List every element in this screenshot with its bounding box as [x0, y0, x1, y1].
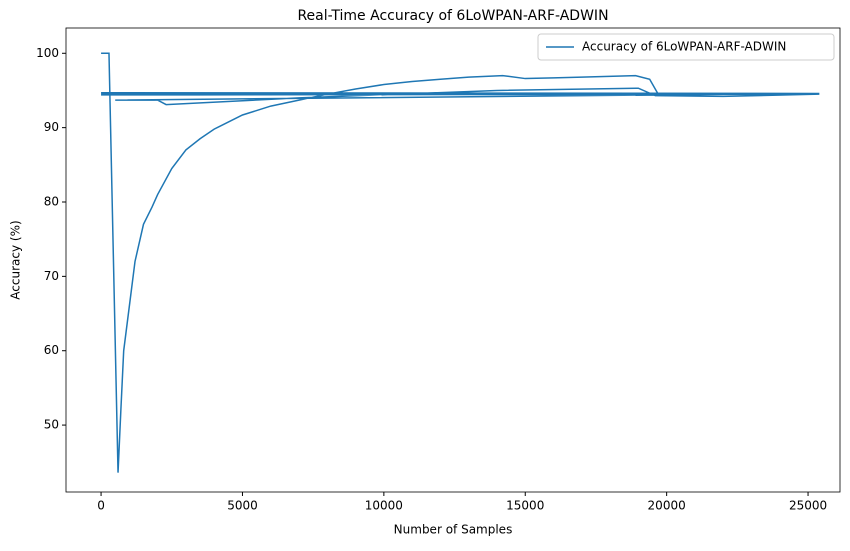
y-tick-label: 90 — [44, 120, 59, 134]
x-axis-label: Number of Samples — [394, 523, 513, 537]
y-tick-label: 70 — [44, 269, 59, 283]
chart-title: Real-Time Accuracy of 6LoWPAN-ARF-ADWIN — [297, 8, 608, 24]
legend-label: Accuracy of 6LoWPAN-ARF-ADWIN — [582, 40, 786, 54]
x-tick-label: 25000 — [789, 499, 827, 513]
legend-box — [537, 33, 835, 61]
y-tick-label: 80 — [44, 195, 59, 209]
y-tick-label: 50 — [44, 418, 59, 432]
data-line — [101, 52, 820, 473]
y-tick-label: 60 — [44, 343, 59, 357]
x-tick-label: 20000 — [648, 499, 686, 513]
y-axis-label: Accuracy (%) — [9, 220, 23, 299]
plot-frame — [65, 27, 841, 493]
x-tick-label: 10000 — [365, 499, 403, 513]
y-tick-label: 100 — [36, 46, 59, 60]
x-tick-label: 5000 — [227, 499, 258, 513]
x-tick-label: 15000 — [506, 499, 544, 513]
x-tick-label: 0 — [97, 499, 105, 513]
